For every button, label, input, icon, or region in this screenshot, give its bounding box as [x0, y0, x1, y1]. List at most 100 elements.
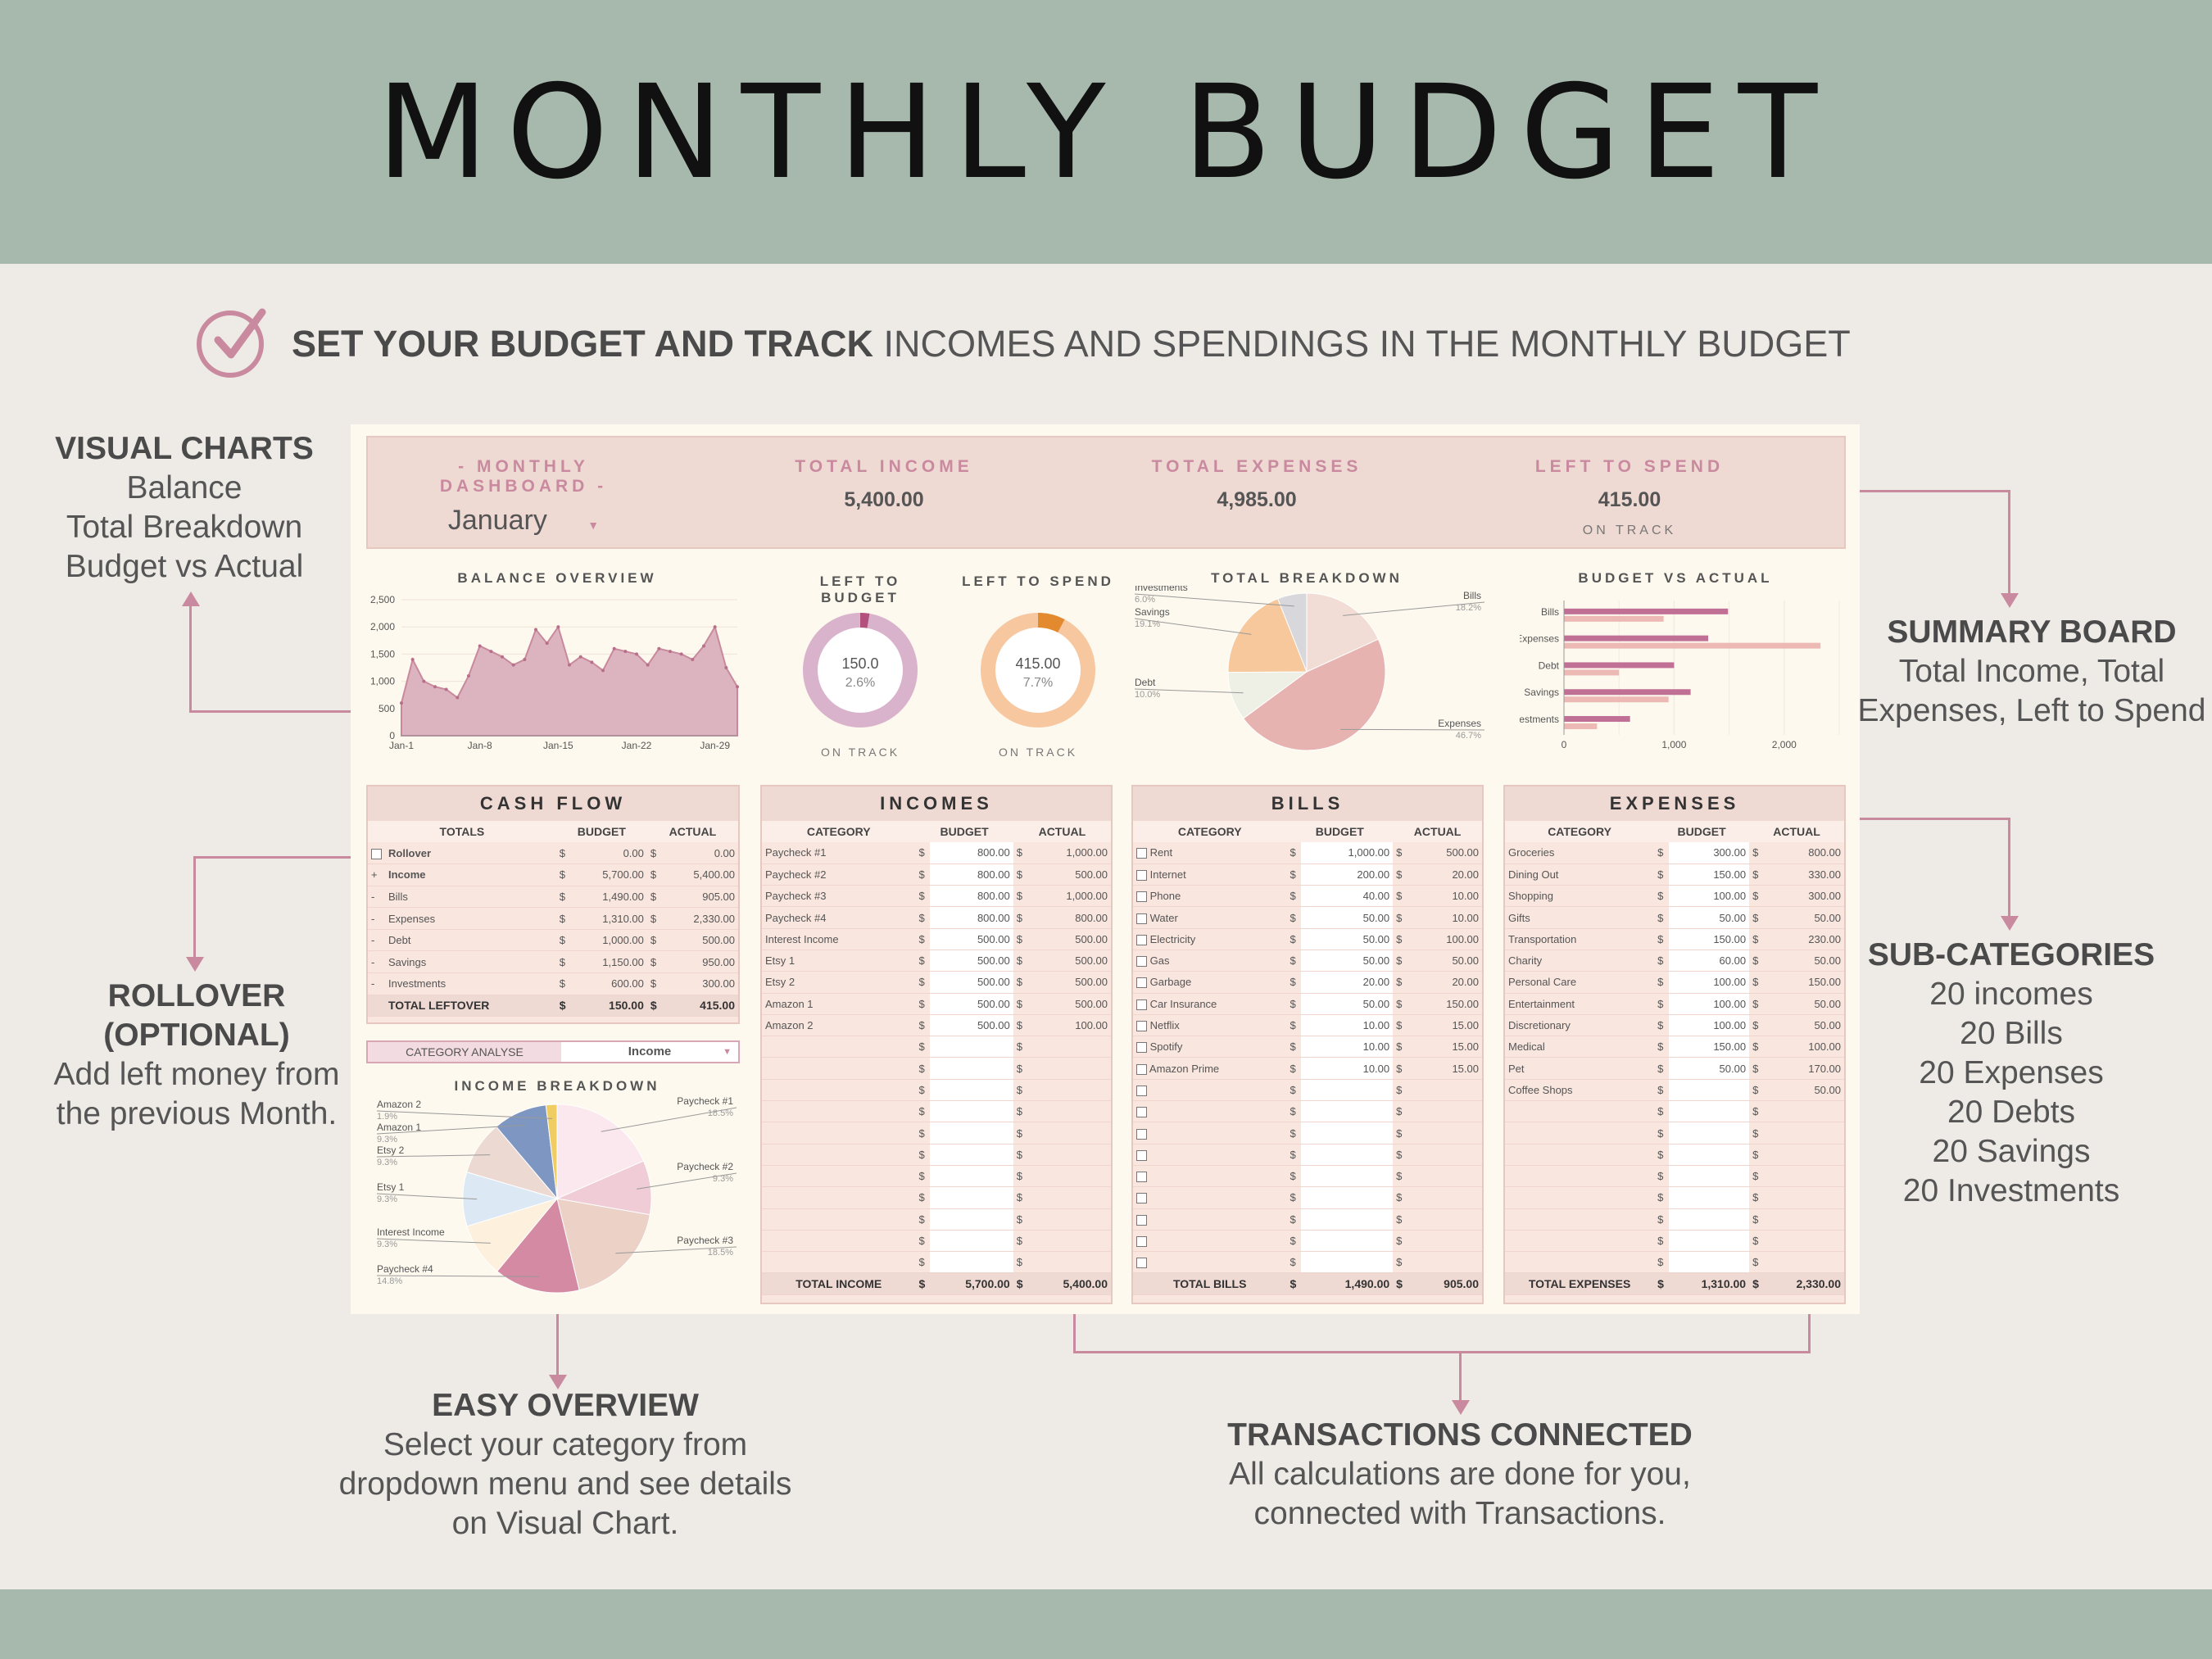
balance-point: [523, 658, 527, 662]
actual-value: [1027, 1100, 1111, 1123]
paid-checkbox[interactable]: [1136, 1042, 1147, 1054]
paid-checkbox[interactable]: [1136, 891, 1147, 903]
balance-point: [467, 673, 470, 678]
total-label: TOTAL BILLS: [1133, 1272, 1287, 1296]
annotation-line: on Visual Chart.: [451, 1506, 679, 1541]
category-cell: Dining Out: [1505, 863, 1655, 886]
total-actual: 415.00: [661, 995, 738, 1018]
actual-value: [1027, 1165, 1111, 1188]
paid-checkbox[interactable]: [1136, 1149, 1147, 1161]
budget-value: [1301, 1100, 1394, 1123]
table-row: - Bills $1,490.00 $905.00: [368, 886, 738, 909]
paid-checkbox[interactable]: [1136, 1021, 1147, 1032]
balance-point: [601, 669, 605, 673]
total-label: TOTAL EXPENSES: [1505, 1272, 1655, 1296]
budget-value: 500.00: [930, 928, 1013, 950]
row-name: Bills: [385, 886, 556, 909]
left-to-spend-value: 415.00: [1598, 488, 1661, 511]
balance-point: [646, 663, 650, 667]
paid-checkbox[interactable]: [1136, 977, 1147, 989]
currency-symbol: $: [646, 972, 662, 995]
currency-symbol: $: [915, 1014, 931, 1037]
category-cell: [1505, 1186, 1655, 1209]
row-marker: -: [368, 886, 385, 909]
paid-checkbox[interactable]: [1136, 1214, 1147, 1226]
balance-point: [410, 658, 415, 662]
currency-symbol: $: [915, 928, 931, 950]
leader-line: [601, 1107, 737, 1132]
currency-symbol: $: [1749, 1186, 1765, 1209]
category-name: Paycheck #4: [765, 911, 827, 924]
currency-symbol: $: [1013, 1251, 1028, 1274]
paid-checkbox[interactable]: [1136, 934, 1147, 945]
balance-point: [534, 628, 537, 632]
paid-checkbox[interactable]: [1136, 1236, 1147, 1248]
paid-checkbox[interactable]: [1136, 999, 1147, 1010]
actual-value: [1027, 1186, 1111, 1209]
table-row: $ $: [762, 1251, 1111, 1274]
category-cell: Gas: [1133, 950, 1287, 972]
total-label: TOTAL LEFTOVER: [385, 995, 556, 1018]
annotation-line: dropdown menu and see details: [338, 1466, 792, 1502]
category-cell: Spotify: [1133, 1036, 1287, 1058]
paid-checkbox[interactable]: [1136, 1193, 1147, 1204]
table-row: $ $: [762, 1230, 1111, 1253]
paid-checkbox[interactable]: [1136, 1107, 1147, 1118]
category-analyse-dropdown[interactable]: CATEGORY ANALYSE Income ▼: [366, 1040, 740, 1063]
rollover-checkbox[interactable]: [371, 848, 382, 859]
budget-value: 300.00: [1669, 842, 1750, 864]
actual-value: 500.00: [1027, 993, 1111, 1015]
budget-value: 1,310.00: [570, 907, 647, 930]
slice-pct: 10.0%: [1135, 690, 1160, 700]
paid-checkbox[interactable]: [1136, 1128, 1147, 1140]
currency-symbol: $: [1013, 842, 1028, 864]
x-tick-label: Jan-29: [700, 740, 730, 751]
actual-value: [1407, 1100, 1482, 1123]
currency-symbol: $: [915, 1186, 931, 1209]
paid-checkbox[interactable]: [1136, 848, 1147, 859]
paid-checkbox[interactable]: [1136, 1172, 1147, 1183]
table-row: $ $: [762, 1079, 1111, 1102]
currency-symbol: $: [915, 863, 931, 886]
actual-value: [1407, 1251, 1482, 1274]
column-header: BUDGET: [555, 821, 647, 842]
category-name: Personal Care: [1508, 976, 1577, 989]
column-header: CATEGORY: [1133, 821, 1287, 842]
column-header: ACTUAL: [1013, 821, 1111, 842]
category-cell: Interest Income: [762, 928, 916, 950]
leader-line: [376, 1124, 526, 1135]
left-to-budget-title: LEFT TO BUDGET: [819, 573, 901, 605]
category-analyse-value[interactable]: Income ▼: [561, 1042, 738, 1062]
connector-line: [1842, 490, 2010, 492]
actual-value: 170.00: [1764, 1057, 1844, 1080]
balance-point: [679, 652, 683, 656]
currency-symbol: $: [1393, 928, 1408, 950]
dropdown-arrow-icon[interactable]: ▼: [723, 1047, 732, 1057]
dropdown-arrow-icon[interactable]: ▼: [587, 519, 600, 532]
actual-value: [1764, 1122, 1844, 1145]
currency-symbol: $: [555, 886, 571, 909]
paid-checkbox[interactable]: [1136, 1063, 1147, 1075]
actual-value: 500.00: [1407, 842, 1482, 864]
x-tick-label: 1,000: [1661, 739, 1686, 750]
budget-value: [930, 1251, 1013, 1274]
slice-pct: 18.5%: [708, 1248, 733, 1258]
budget-value: [930, 1165, 1013, 1188]
actual-value: 500.00: [1027, 971, 1111, 994]
category-name: Electricity: [1149, 932, 1196, 945]
actual-value: 50.00: [1764, 906, 1844, 929]
month-dropdown[interactable]: January ▼: [401, 505, 646, 537]
actual-value: 10.00: [1407, 885, 1482, 908]
annotation-line: 20 Debts: [1947, 1095, 2076, 1130]
currency-symbol: $: [646, 886, 662, 909]
paid-checkbox[interactable]: [1136, 956, 1147, 968]
currency-symbol: $: [1393, 1144, 1408, 1166]
table-row: Pet $50.00 $170.00: [1505, 1057, 1844, 1080]
paid-checkbox[interactable]: [1136, 869, 1147, 881]
paid-checkbox[interactable]: [1136, 1258, 1147, 1269]
paid-checkbox[interactable]: [1136, 913, 1147, 924]
leader-line: [1134, 688, 1244, 694]
bar: [1564, 716, 1630, 723]
column-header: BUDGET: [915, 821, 1013, 842]
paid-checkbox[interactable]: [1136, 1085, 1147, 1096]
